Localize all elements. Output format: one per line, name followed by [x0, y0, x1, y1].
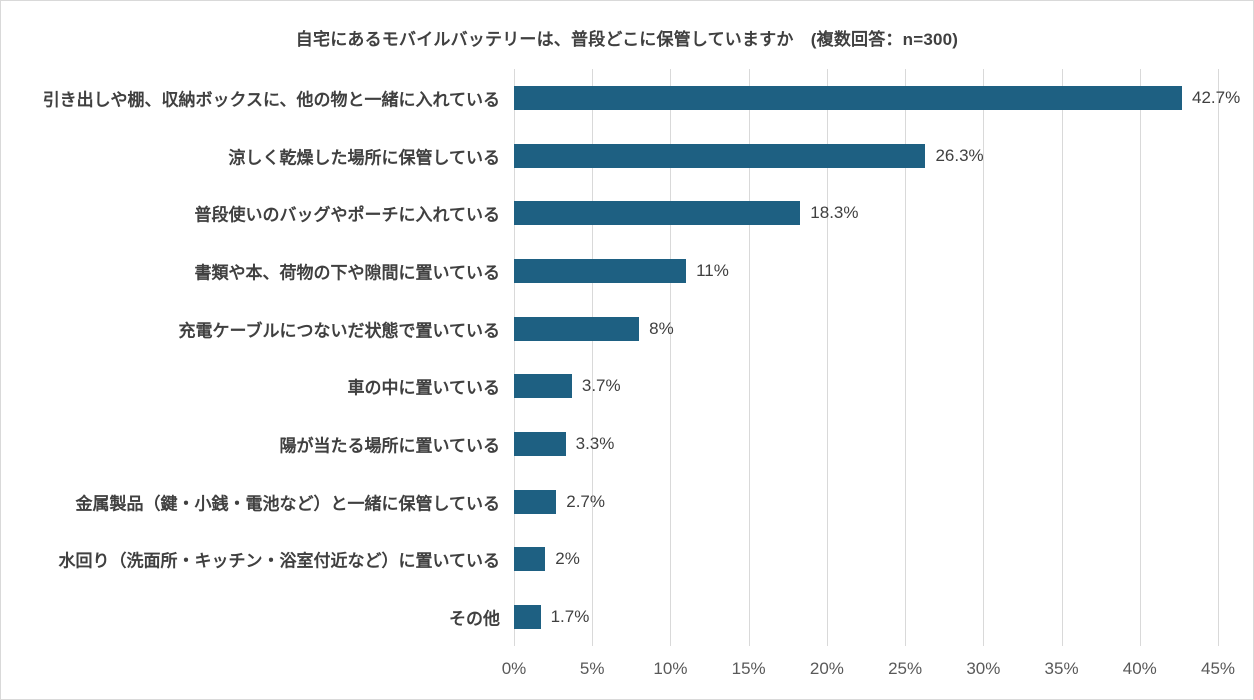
value-label: 18.3% — [810, 203, 859, 223]
bar-rows: 引き出しや棚、収納ボックスに、他の物と一緒に入れている 42.7% 涼しく乾燥した場… — [1, 69, 1253, 646]
category-label: 金属製品（鍵・小銭・電池など）と一緒に保管している — [75, 494, 501, 514]
gridline — [826, 69, 828, 646]
x-tick-label: 25% — [888, 659, 923, 678]
bar — [514, 547, 546, 572]
x-tick-label: 10% — [653, 659, 688, 678]
category-label: 充電ケーブルにつないだ状態で置いている — [178, 321, 500, 341]
value-label: 2.7% — [566, 491, 605, 511]
bar-wrap: 11% — [514, 258, 1218, 283]
bar — [514, 201, 801, 226]
value-label: 2% — [555, 549, 580, 569]
value-label: 26.3% — [935, 145, 984, 165]
chart-title: 自宅にあるモバイルバッテリーは、普段どこに保管していますか (複数回答：n=30… — [295, 30, 959, 49]
value-label: 42.7% — [1192, 87, 1241, 107]
value-label: 11% — [696, 260, 729, 280]
category-label: 車の中に置いている — [347, 378, 501, 398]
gridline — [748, 69, 750, 646]
category-label: 陽が当たる場所に置いている — [279, 436, 501, 456]
value-label: 1.7% — [550, 607, 590, 627]
bar-row: 車の中に置いている 3.7% — [1, 357, 1253, 415]
x-tick-label: 35% — [1044, 659, 1079, 678]
bar-wrap: 26.3% — [514, 143, 1218, 168]
category-label: その他 — [449, 609, 500, 629]
gridline — [905, 69, 907, 646]
bar-wrap: 18.3% — [514, 201, 1218, 226]
x-tick-label: 40% — [1122, 659, 1157, 678]
grid-overlay — [514, 69, 1219, 646]
x-tick-label: 20% — [809, 659, 844, 678]
x-tick-label: 45% — [1200, 659, 1236, 678]
gridline — [514, 69, 515, 646]
bar-wrap: 2% — [514, 547, 1218, 572]
gridline — [1218, 69, 1219, 646]
bar — [514, 489, 557, 514]
gridline — [1061, 69, 1063, 646]
value-label: 3.7% — [581, 376, 621, 396]
x-tick-label: 30% — [966, 659, 1001, 678]
x-axis: 0% 5% 10% 15% 20% 25% 30% 35% 40% 45% — [502, 659, 1235, 687]
bar-row: その他 1.7% — [1, 588, 1253, 646]
bar-row: 引き出しや棚、収納ボックスに、他の物と一緒に入れている 42.7% — [1, 69, 1253, 127]
bar — [514, 316, 640, 341]
x-tick-label: 15% — [731, 659, 766, 678]
gridline — [983, 69, 985, 646]
bar — [514, 431, 566, 456]
bar-wrap: 42.7% — [514, 85, 1240, 110]
bar-wrap: 1.7% — [514, 605, 1218, 630]
bar — [514, 143, 926, 168]
category-label: 普段使いのバッグやポーチに入れている — [194, 205, 501, 225]
gridline — [592, 69, 594, 646]
category-label: 書類や本、荷物の下や隙間に置いている — [194, 263, 501, 283]
category-label: 涼しく乾燥した場所に保管している — [228, 148, 501, 168]
bar-row: 金属製品（鍵・小銭・電池など）と一緒に保管している 2.7% — [1, 473, 1253, 531]
bar — [514, 258, 687, 283]
gridline — [670, 69, 672, 646]
bar-row: 涼しく乾燥した場所に保管している 26.3% — [1, 127, 1253, 185]
x-tick-label: 5% — [579, 659, 605, 678]
bar-wrap: 8% — [514, 316, 1218, 341]
x-tick-label: 0% — [501, 659, 527, 678]
gridline — [1139, 69, 1141, 646]
bar — [514, 605, 541, 630]
value-label: 3.3% — [575, 433, 615, 453]
category-label: 水回り（洗面所・キッチン・浴室付近など）に置いている — [58, 551, 501, 571]
bar-row: 書類や本、荷物の下や隙間に置いている 11% — [1, 242, 1253, 300]
bar-row: 陽が当たる場所に置いている 3.3% — [1, 415, 1253, 473]
bar-row: 充電ケーブルにつないだ状態で置いている 8% — [1, 300, 1253, 358]
bar-wrap: 3.7% — [514, 374, 1218, 399]
bar-wrap: 3.3% — [514, 431, 1218, 456]
bar — [514, 85, 1183, 110]
bar-wrap: 2.7% — [514, 489, 1218, 514]
category-label: 引き出しや棚、収納ボックスに、他の物と一緒に入れている — [42, 90, 500, 110]
bar — [514, 374, 572, 399]
bar-row: 普段使いのバッグやポーチに入れている 18.3% — [1, 184, 1253, 242]
bar-row: 水回り（洗面所・キッチン・浴室付近など）に置いている 2% — [1, 531, 1253, 589]
value-label: 8% — [649, 318, 674, 338]
